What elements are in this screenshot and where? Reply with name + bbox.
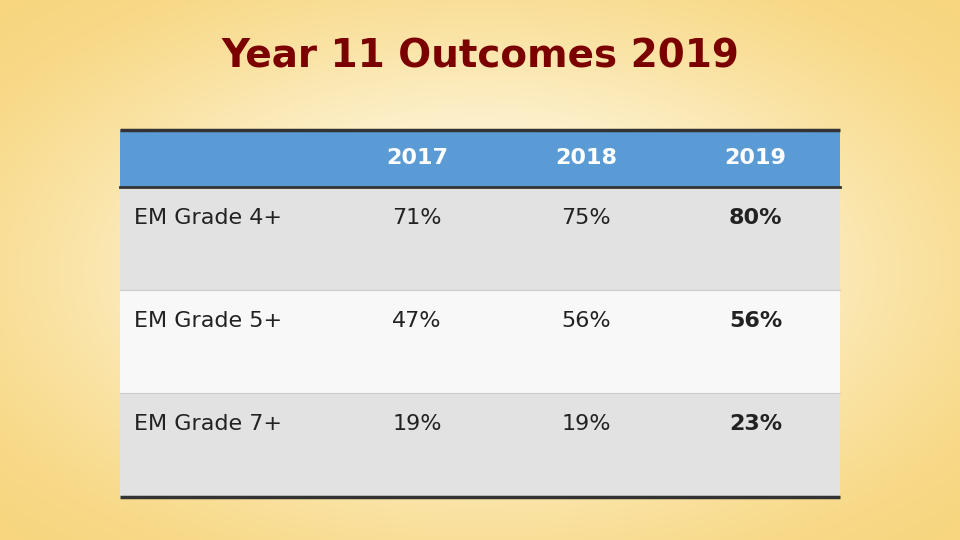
Text: 47%: 47%: [393, 311, 442, 331]
Text: 80%: 80%: [729, 207, 782, 227]
Text: 2018: 2018: [555, 148, 617, 168]
Text: 75%: 75%: [562, 207, 611, 227]
Text: 19%: 19%: [393, 414, 442, 434]
Text: 2019: 2019: [725, 148, 786, 168]
Text: 71%: 71%: [393, 207, 442, 227]
Text: 56%: 56%: [729, 311, 782, 331]
Text: EM Grade 7+: EM Grade 7+: [134, 414, 282, 434]
Text: EM Grade 5+: EM Grade 5+: [134, 311, 282, 331]
Text: 23%: 23%: [729, 414, 782, 434]
Bar: [120, 393, 840, 497]
Bar: [120, 290, 840, 393]
Text: EM Grade 4+: EM Grade 4+: [134, 207, 282, 227]
Text: 19%: 19%: [562, 414, 611, 434]
Text: 56%: 56%: [562, 311, 611, 331]
Bar: [120, 186, 840, 290]
Text: 2017: 2017: [386, 148, 448, 168]
Bar: [120, 130, 840, 186]
Text: Year 11 Outcomes 2019: Year 11 Outcomes 2019: [221, 38, 739, 76]
